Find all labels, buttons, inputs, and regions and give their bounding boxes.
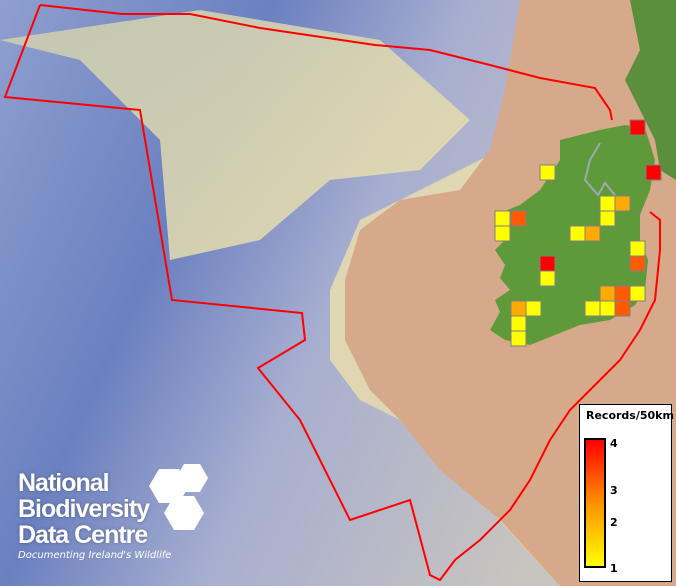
record-cell[interactable] — [599, 195, 616, 212]
legend-tick-4: 4 — [610, 437, 618, 450]
record-cell[interactable] — [539, 164, 556, 181]
record-cell[interactable] — [599, 285, 616, 302]
record-cell[interactable] — [614, 195, 631, 212]
record-cell[interactable] — [645, 164, 662, 181]
record-cell[interactable] — [510, 300, 527, 317]
record-cell[interactable] — [629, 255, 646, 272]
record-cell[interactable] — [510, 330, 527, 347]
eez-boundary-south — [3, 4, 661, 582]
legend-color-ramp — [584, 438, 606, 568]
legend-tick-2: 2 — [610, 516, 618, 529]
logo-tagline: Documenting Ireland's Wildlife — [18, 550, 172, 561]
legend-title: Records/50km — [586, 409, 674, 422]
record-cell[interactable] — [599, 300, 616, 317]
logo-line-2: Biodiversity — [18, 495, 150, 523]
record-cell[interactable] — [629, 285, 646, 302]
logo-line-3: Data Centre — [18, 521, 148, 549]
record-cell[interactable] — [510, 315, 527, 332]
nbdc-logo: National Biodiversity Data Centre Docume… — [18, 464, 208, 561]
britain-land — [625, 0, 676, 180]
record-cell[interactable] — [525, 300, 542, 317]
eez-boundary — [39, 4, 613, 121]
record-cell[interactable] — [510, 210, 527, 227]
logo-line-1: National — [18, 469, 110, 497]
record-cell[interactable] — [614, 300, 631, 317]
record-cells — [494, 119, 662, 347]
record-cell[interactable] — [584, 300, 601, 317]
record-cell[interactable] — [629, 240, 646, 257]
record-cell[interactable] — [539, 255, 556, 272]
record-cell[interactable] — [494, 225, 511, 242]
logo-hexagon-icon — [149, 464, 208, 530]
legend: Records/50km 4 3 2 1 — [579, 404, 674, 582]
record-cell[interactable] — [584, 225, 601, 242]
border-line — [583, 142, 616, 197]
record-cell[interactable] — [614, 285, 631, 302]
record-cell[interactable] — [494, 210, 511, 227]
legend-tick-3: 3 — [610, 484, 618, 497]
record-cell[interactable] — [629, 119, 646, 136]
legend-tick-1: 1 — [610, 562, 618, 575]
record-cell[interactable] — [539, 270, 556, 287]
record-cell[interactable] — [569, 225, 586, 242]
record-cell[interactable] — [599, 210, 616, 227]
